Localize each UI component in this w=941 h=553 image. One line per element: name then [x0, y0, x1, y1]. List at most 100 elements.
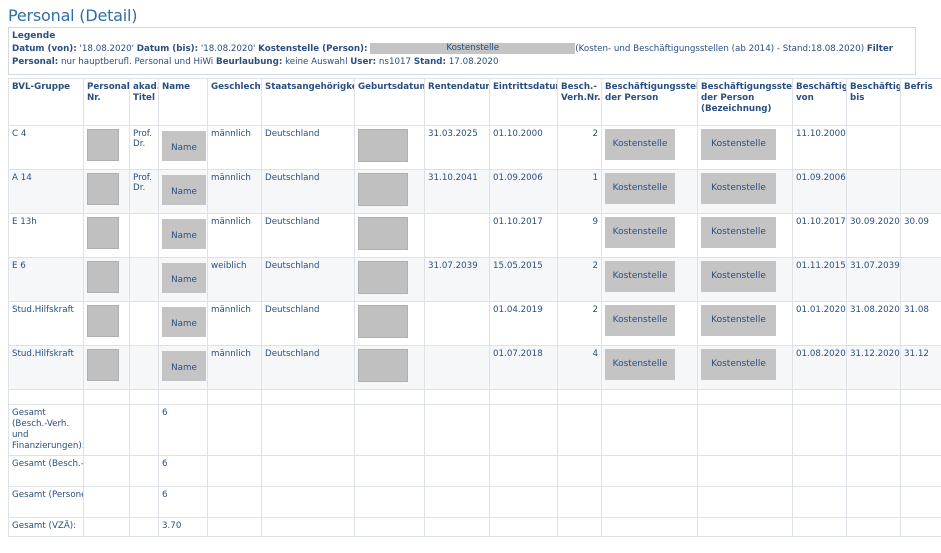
personal-table-container[interactable]: BVL-Gruppe Personal-Nr. akad. Titel Name… — [8, 78, 941, 553]
filter-value: nur hauptberufl. Personal und HiWi — [60, 57, 214, 67]
empty-cell — [207, 486, 262, 518]
total-label: Gesamt (Besch.-Verh.): — [8, 455, 84, 487]
cell-bvl: Stud.Hilfskraft — [8, 301, 84, 346]
empty-cell — [900, 404, 941, 456]
cell-name: Name — [158, 125, 208, 170]
col-personal-nr: Personal-Nr. — [83, 78, 130, 126]
cell-name: Name — [158, 257, 208, 302]
empty-cell — [424, 389, 490, 405]
empty-cell — [900, 389, 941, 405]
redacted-geburtsdatum — [358, 261, 408, 294]
col-bvl-gruppe: BVL-Gruppe — [8, 78, 84, 126]
user-value: ns1017 — [378, 57, 412, 67]
cell-geburtsdatum — [354, 169, 425, 214]
col-akad-titel: akad. Titel — [129, 78, 159, 126]
table-row: E 13h Name männlich Deutschland 01.10.20… — [8, 213, 941, 258]
cell-befr: 30.09 — [900, 213, 941, 258]
redacted-geburtsdatum — [358, 349, 408, 382]
total-row: Gesamt (VZÄ): 3.70 — [8, 517, 941, 537]
col-beschaeftigt-von: Beschäftigt von — [792, 78, 847, 126]
cell-befr — [900, 125, 941, 170]
kostenstelle-box: Kostenstelle — [605, 305, 675, 336]
page-title: Personal (Detail) — [8, 6, 138, 25]
cell-titel — [129, 213, 159, 258]
empty-cell — [261, 517, 355, 537]
empty-cell — [489, 404, 558, 456]
col-geburtsdatum: Geburtsdatum — [354, 78, 425, 126]
empty-cell — [846, 486, 901, 518]
kostenstelle-box: Kostenstelle — [605, 261, 675, 292]
cell-geburtsdatum — [354, 345, 425, 390]
empty-cell — [354, 404, 425, 456]
col-beschaeftigungsstelle: Beschäftigungsstelle der Person — [601, 78, 698, 126]
cell-rente — [424, 301, 490, 346]
empty-cell — [83, 455, 130, 487]
col-geschlecht: Geschlecht — [207, 78, 262, 126]
empty-cell — [489, 517, 558, 537]
empty-cell — [489, 389, 558, 405]
stand-value: 17.08.2020 — [448, 57, 499, 67]
empty-cell — [697, 404, 793, 456]
empty-cell — [557, 486, 602, 518]
header-row: BVL-Gruppe Personal-Nr. akad. Titel Name… — [8, 78, 941, 126]
datum-bis-value: '18.08.2020' — [200, 44, 256, 54]
beurlaubung-value: keine Auswahl — [285, 57, 348, 67]
cell-nr: 2 — [557, 125, 602, 170]
empty-cell — [261, 389, 355, 405]
cell-titel: Prof. Dr. — [129, 125, 159, 170]
empty-cell — [129, 455, 159, 487]
cell-eintritt: 15.05.2015 — [489, 257, 558, 302]
cell-name: Name — [158, 301, 208, 346]
cell-geburtsdatum — [354, 257, 425, 302]
cell-personal-nr — [83, 169, 130, 214]
cell-bvl: E 6 — [8, 257, 84, 302]
cell-von: 11.10.2000 — [792, 125, 847, 170]
total-label: Gesamt (Besch.-Verh. und Finanzierungen)… — [8, 404, 84, 456]
cell-eintritt: 01.07.2018 — [489, 345, 558, 390]
filter-label: Filter Personal: — [12, 44, 894, 67]
empty-cell — [697, 486, 793, 518]
spacer-row — [8, 389, 941, 405]
empty-cell — [424, 404, 490, 456]
cell-bis: 31.12.2020 — [846, 345, 901, 390]
datum-von-label: Datum (von): — [12, 44, 77, 54]
cell-von: 01.08.2020 — [792, 345, 847, 390]
cell-stelle: Kostenstelle — [601, 301, 698, 346]
cell-geschlecht: männlich — [207, 345, 262, 390]
cell-geschlecht: männlich — [207, 213, 262, 258]
kostenstelle-bez-box: Kostenstelle — [701, 305, 776, 336]
empty-cell — [83, 389, 130, 405]
cell-befr — [900, 257, 941, 302]
table-row: Stud.Hilfskraft Name männlich Deutschlan… — [8, 345, 941, 390]
empty-cell — [129, 404, 159, 456]
cell-rente: 31.10.2041 — [424, 169, 490, 214]
table-row: Stud.Hilfskraft Name männlich Deutschlan… — [8, 301, 941, 346]
empty-cell — [129, 389, 159, 405]
cell-geschlecht: männlich — [207, 301, 262, 346]
cell-staat: Deutschland — [261, 345, 355, 390]
kostenstelle-value: Kostenstelle — [370, 43, 576, 54]
cell-von: 01.10.2017 — [792, 213, 847, 258]
empty-cell — [354, 455, 425, 487]
cell-geburtsdatum — [354, 125, 425, 170]
cell-bez: Kostenstelle — [697, 125, 793, 170]
table-row: A 14 Prof. Dr. Name männlich Deutschland… — [8, 169, 941, 214]
empty-cell — [846, 517, 901, 537]
cell-staat: Deutschland — [261, 169, 355, 214]
redacted-geburtsdatum — [358, 217, 408, 250]
cell-nr: 1 — [557, 169, 602, 214]
cell-bis: 31.07.2039 — [846, 257, 901, 302]
cell-geschlecht: männlich — [207, 169, 262, 214]
cell-bvl: E 13h — [8, 213, 84, 258]
user-label: User: — [350, 57, 377, 67]
cell-geburtsdatum — [354, 301, 425, 346]
empty-cell — [792, 389, 847, 405]
cell-stelle: Kostenstelle — [601, 213, 698, 258]
cell-bez: Kostenstelle — [697, 213, 793, 258]
cell-geburtsdatum — [354, 213, 425, 258]
empty-cell — [792, 404, 847, 456]
empty-cell — [601, 389, 698, 405]
cell-von: 01.11.2015 — [792, 257, 847, 302]
empty-cell — [354, 517, 425, 537]
redacted-name: Name — [162, 263, 206, 293]
